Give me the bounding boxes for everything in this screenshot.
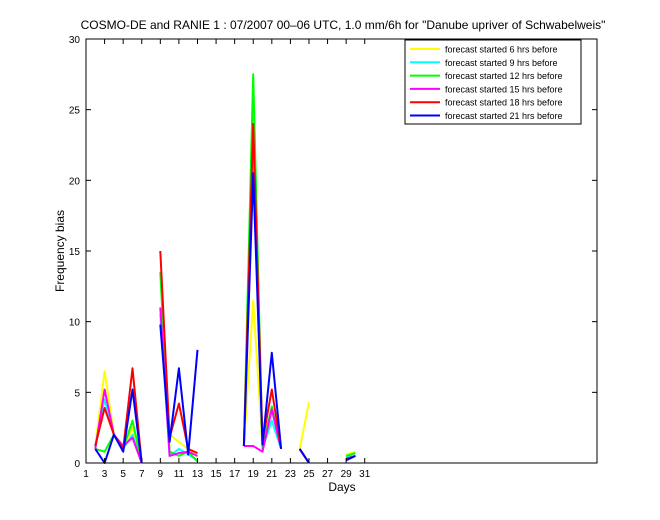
y-tick-label-1: 5 [74,388,80,399]
legend-entry-2: forecast started 12 hrs before [445,71,563,81]
y-tick-label-6: 30 [69,35,81,46]
x-tick-label-8: 17 [229,469,241,480]
series-lines [94,73,356,464]
x-tick-label-2: 5 [120,469,126,480]
series-4-line-segment-1 [159,250,198,455]
y-tick-label-4: 20 [69,176,81,187]
series-5-line-segment-3 [298,448,310,464]
chart-title: COSMO-DE and RANIE 1 : 07/2007 00–06 UTC… [81,18,606,32]
series-2-line-segment-5 [345,452,356,457]
x-tick-label-7: 15 [211,469,223,480]
x-tick-label-15: 31 [359,469,371,480]
x-tick-label-3: 7 [139,469,145,480]
series-5-line-segment-2 [242,172,283,449]
legend-entry-5: forecast started 21 hrs before [445,111,563,121]
x-tick-label-13: 27 [322,469,334,480]
legend-entry-3: forecast started 15 hrs before [445,84,563,94]
x-axis-label: Days [328,480,355,494]
series-5-line-segment-1 [159,324,199,456]
series-5-line-segment-5 [345,454,356,462]
series-0-line-segment-5 [345,450,356,456]
x-tick-label-1: 3 [102,469,108,480]
x-tick-label-10: 21 [266,469,278,480]
x-tick-label-6: 13 [192,469,204,480]
x-tick-label-9: 19 [248,469,260,480]
legend-box [404,39,582,125]
x-tick-label-14: 29 [341,469,353,480]
x-tick-label-4: 9 [158,469,164,480]
series-0-line-segment-3 [298,402,310,450]
x-tick-label-12: 25 [303,469,315,480]
legend-entry-0: forecast started 6 hrs before [445,45,558,55]
y-axis-ticks: 0 5 10 15 20 25 30 [69,35,597,470]
series-3-line-segment-2 [243,408,283,453]
x-tick-label-0: 1 [83,469,89,480]
y-axis-label: Frequency bias [53,210,67,292]
legend: forecast started 6 hrs before forecast st… [404,39,582,125]
legend-entry-1: forecast started 9 hrs before [445,58,558,68]
y-tick-label-5: 25 [69,106,81,117]
x-tick-label-11: 23 [285,469,297,480]
series-5-line-segment-0 [94,388,143,464]
x-axis-ticks: 1 3 5 7 9 11 13 15 17 19 21 23 25 27 29 31 [83,39,371,480]
y-tick-label-0: 0 [74,459,80,470]
y-tick-label-3: 15 [69,247,81,258]
y-tick-label-2: 10 [69,318,81,329]
legend-entry-4: forecast started 18 hrs before [445,98,563,108]
x-tick-label-5: 11 [174,469,185,480]
